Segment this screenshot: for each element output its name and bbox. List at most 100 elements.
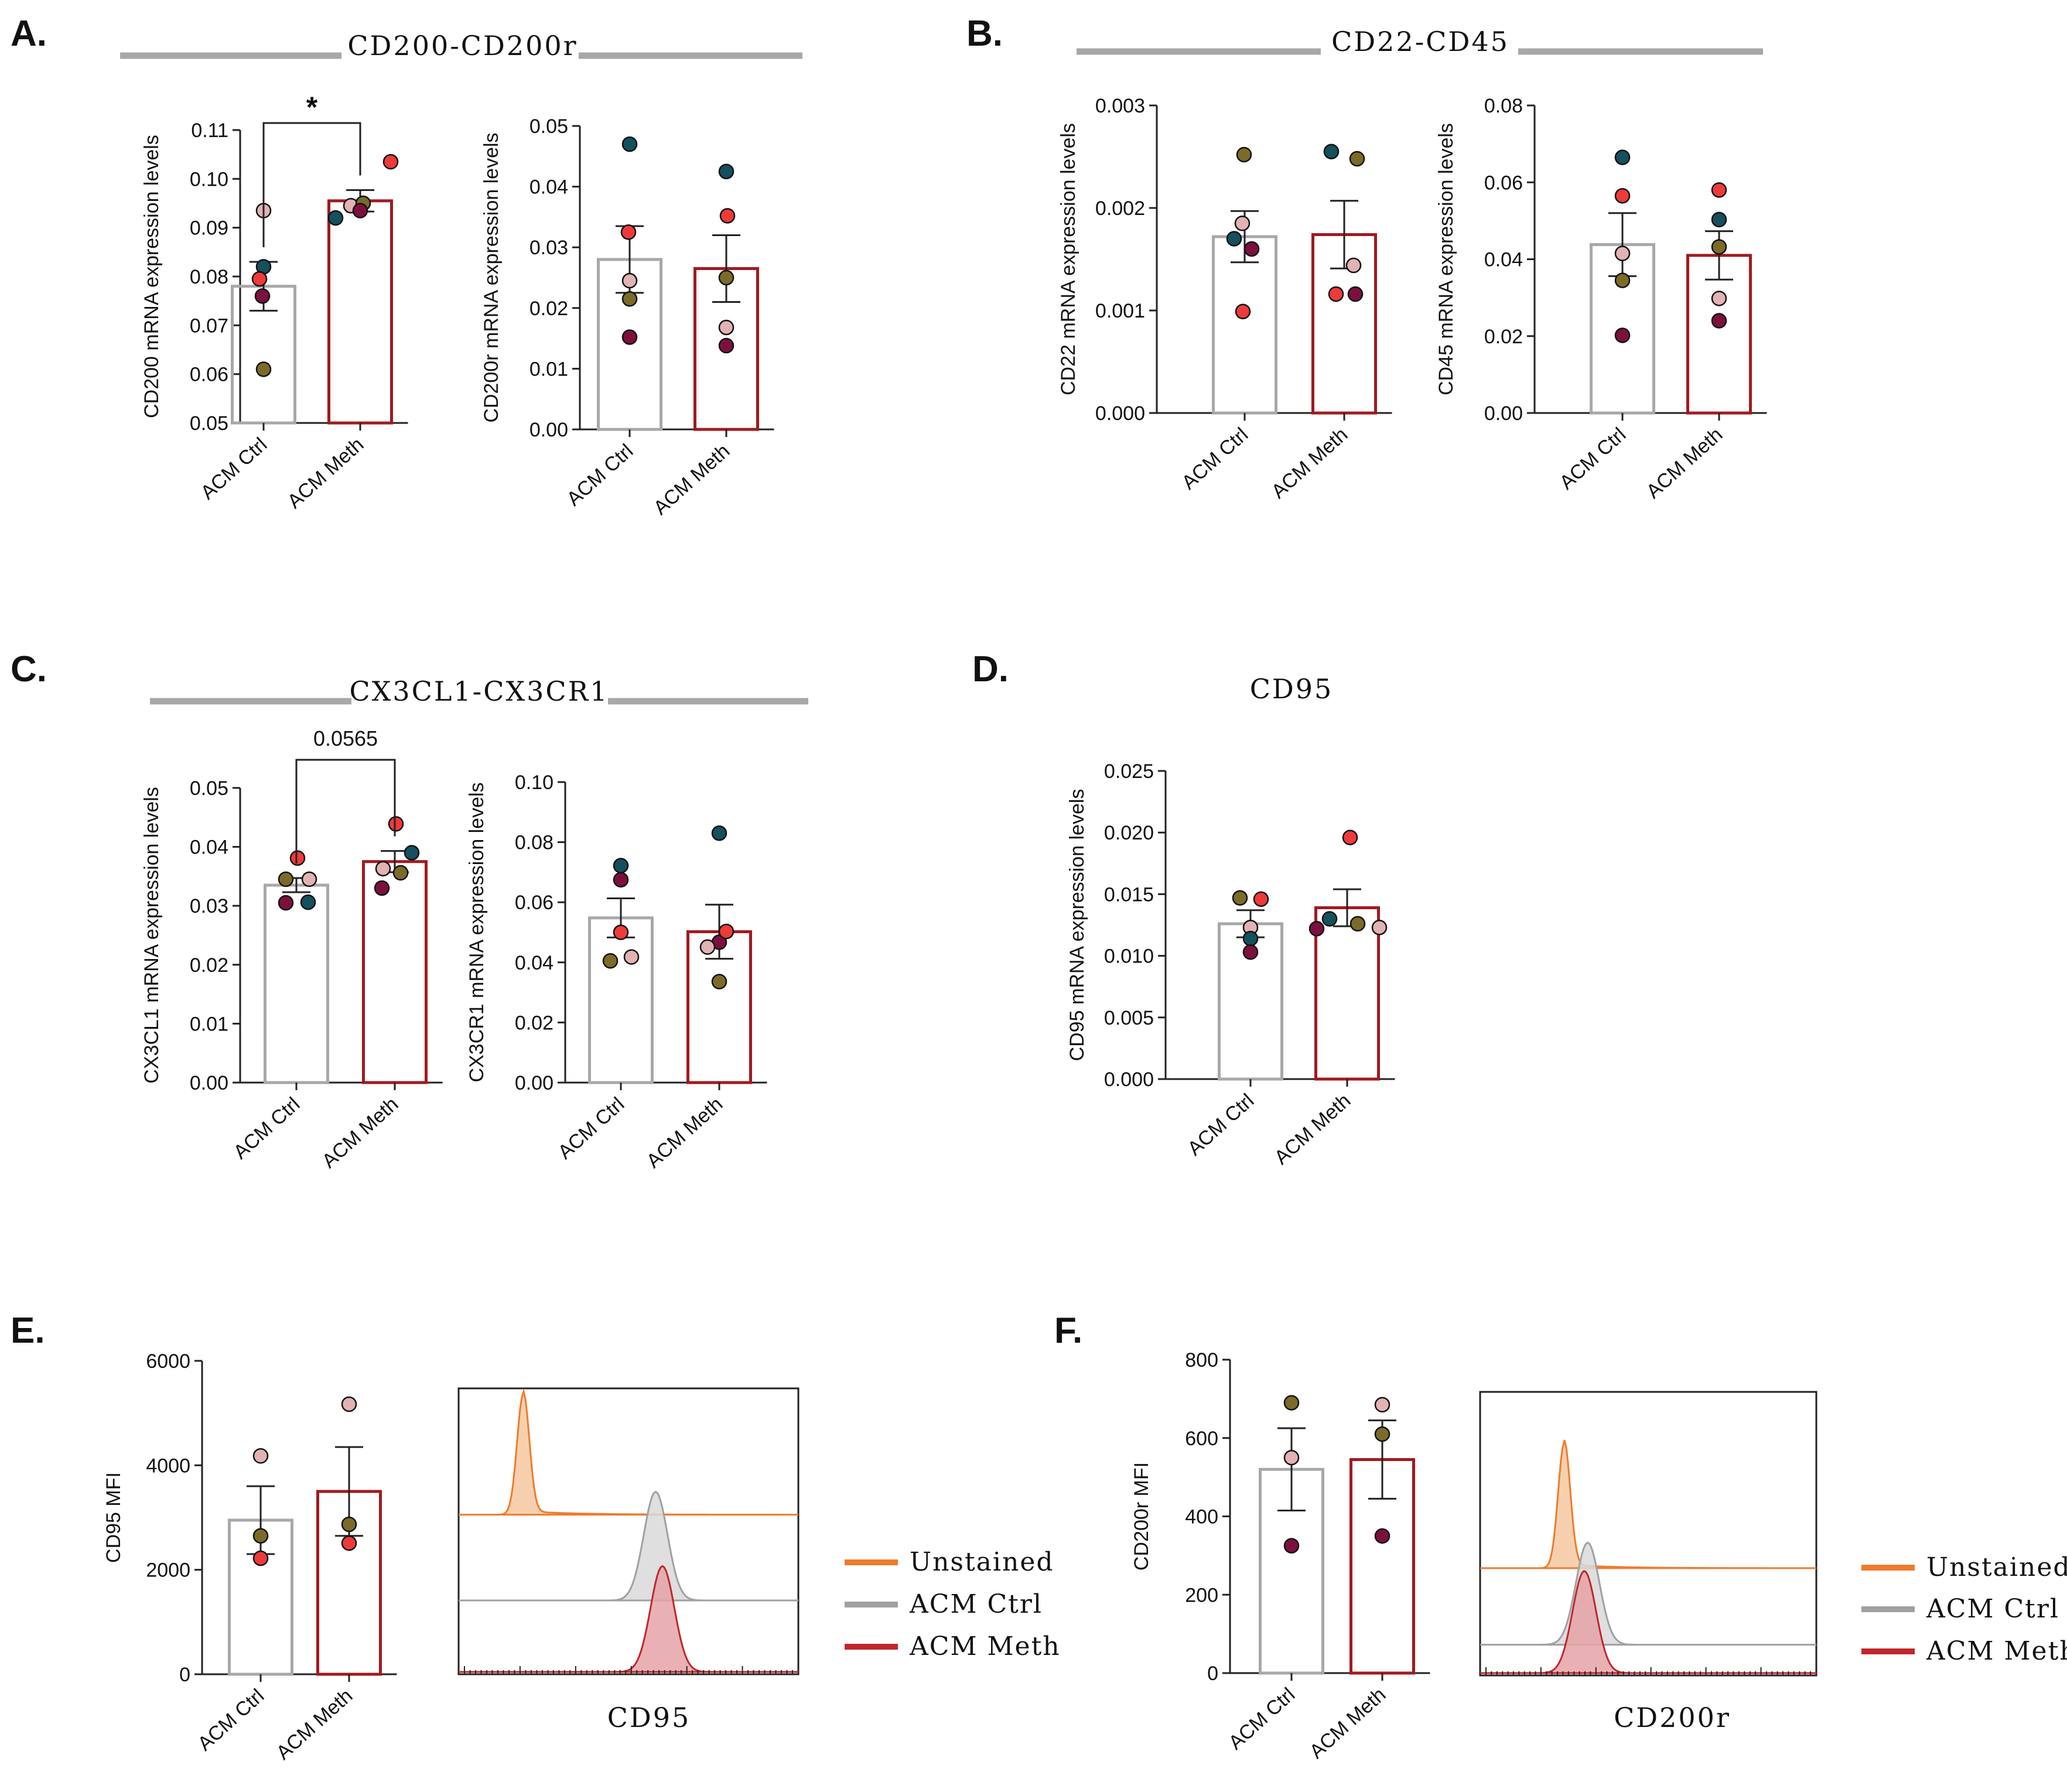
data-point (252, 1528, 269, 1544)
data-point (1328, 286, 1344, 302)
bar-acm-ctrl (264, 883, 329, 1084)
y-tick-label: 0.02 (515, 1012, 554, 1034)
y-axis-label: CX3CL1 mRNA expression levels (141, 787, 163, 1083)
data-point (388, 816, 404, 832)
data-point (289, 850, 306, 866)
y-tick-label: 0.04 (529, 176, 568, 199)
bar-acm-meth (327, 199, 393, 425)
group-title-cx3cl1: CX3CL1-CX3CR1 (349, 675, 609, 707)
y-tick-label: 0.01 (529, 358, 568, 380)
y-axis-label: CD200r MFI (1130, 1462, 1153, 1571)
y-tick-label: 0.000 (1104, 1069, 1154, 1091)
category-label: ACM Meth (1267, 424, 1352, 503)
y-axis-label: CD22 mRNA expression levels (1057, 123, 1079, 395)
y-tick-label: 0.05 (190, 777, 228, 800)
group-title-cd95: CD95 (1250, 673, 1334, 705)
y-tick-label: 0.06 (190, 364, 228, 386)
category-label: ACM Meth (318, 1093, 403, 1173)
y-tick-label: 0.09 (190, 217, 228, 240)
data-point (1614, 327, 1631, 343)
data-point (327, 210, 344, 226)
category-label: ACM Ctrl (193, 1685, 268, 1756)
group-title-cd200: CD200-CD200r (347, 30, 578, 62)
data-point (375, 861, 391, 877)
y-tick-label: 0.05 (190, 412, 228, 435)
chart-cx3cr1: 0.00 0.02 0.04 0.06 0.08 0.10 CX3CR1 mRNA expr… (466, 772, 767, 1172)
histogram-unstained (459, 1388, 799, 1516)
y-tick-label: 0.04 (1484, 249, 1523, 271)
data-point (404, 845, 420, 861)
category-label: ACM Ctrl (229, 1093, 304, 1164)
category-label: ACM Ctrl (196, 434, 271, 504)
data-point (1349, 916, 1366, 932)
category-label: ACM Meth (643, 1093, 727, 1173)
y-tick-label: 0.08 (1484, 95, 1523, 117)
legend-label-unstained: Unstained (1926, 1552, 2067, 1582)
data-point (1371, 919, 1388, 936)
chart-cx3cl1: 0.00 0.01 0.02 0.03 0.04 0.05 CX3CL1 mRNA expr… (141, 726, 443, 1172)
data-point (718, 319, 734, 336)
data-point (1283, 1538, 1300, 1554)
data-point (613, 872, 629, 888)
y-tick-label: 400 (1185, 1506, 1218, 1528)
significance-bracket (262, 122, 361, 247)
data-point (1243, 241, 1260, 257)
panel-letter-d: D. (972, 649, 1009, 690)
data-point (711, 825, 727, 841)
y-tick-label: 0.03 (190, 895, 228, 917)
data-point (1711, 291, 1727, 306)
y-tick-label: 0.08 (190, 266, 228, 288)
bar-acm-meth (1314, 906, 1380, 1081)
data-point (718, 269, 734, 286)
data-point (1253, 891, 1269, 907)
y-axis-label: CD95 MFI (103, 1472, 125, 1563)
histogram-acm-ctrl (1480, 1541, 1816, 1646)
data-point (621, 291, 638, 307)
data-point (301, 871, 317, 888)
y-tick-label: 0 (179, 1664, 190, 1686)
histogram-x-label: CD95 (607, 1702, 691, 1733)
data-point (1614, 149, 1631, 165)
data-point (1374, 1528, 1390, 1544)
data-point (613, 858, 629, 873)
data-point (341, 1396, 357, 1412)
histogram-frame (1479, 1391, 1817, 1677)
y-tick-label: 0.02 (190, 954, 228, 977)
y-tick-label: 800 (1185, 1349, 1218, 1371)
panel-letter-a: A. (11, 13, 47, 54)
y-axis-label: CD200 mRNA expression levels (141, 135, 163, 418)
data-point (278, 871, 294, 888)
data-point (1323, 144, 1340, 159)
data-point (1236, 146, 1252, 163)
category-label: ACM Meth (283, 434, 368, 513)
y-axis-label: CD200r mRNA expression levels (480, 132, 503, 422)
data-point (341, 1516, 357, 1532)
data-point (1232, 890, 1248, 906)
data-point (1711, 182, 1727, 198)
group-title-cd22: CD22-CD45 (1331, 26, 1509, 57)
data-point (621, 272, 638, 289)
category-label: ACM Meth (272, 1685, 357, 1764)
data-point (251, 271, 268, 287)
category-label: ACM Ctrl (554, 1093, 628, 1164)
y-tick-label: 6000 (146, 1350, 190, 1373)
y-tick-label: 0.020 (1104, 822, 1154, 844)
legend-label-acm-ctrl: ACM Ctrl (1926, 1594, 2059, 1624)
bar-acm-ctrl (588, 916, 654, 1084)
data-point (718, 923, 734, 940)
y-tick-label: 0.10 (190, 168, 228, 190)
data-point (300, 894, 316, 910)
category-label: ACM Meth (1270, 1090, 1355, 1169)
data-point (392, 865, 409, 881)
y-tick-label: 0.01 (190, 1013, 228, 1035)
data-point (252, 1550, 269, 1566)
y-tick-label: 0.02 (529, 298, 568, 320)
data-point (1345, 257, 1362, 274)
y-tick-label: 0.11 (191, 120, 228, 142)
y-tick-label: 0.000 (1095, 402, 1145, 425)
data-point (1349, 151, 1365, 167)
bar-acm-meth (362, 860, 428, 1084)
chart-cd200r: 0.00 0.01 0.02 0.03 0.04 0.05 CD200r mRNA expr… (480, 115, 774, 519)
data-point (718, 337, 734, 354)
y-tick-label: 0.00 (190, 1072, 228, 1094)
